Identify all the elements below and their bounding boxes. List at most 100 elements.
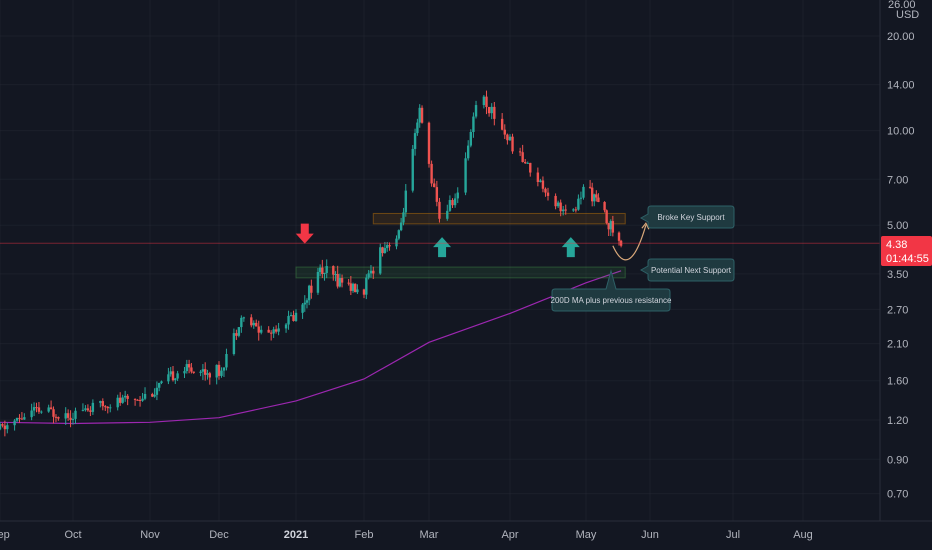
arrow-down-icon — [295, 223, 314, 244]
candles — [0, 90, 623, 437]
ma-line — [0, 270, 622, 425]
time-tick-label: May — [576, 529, 597, 541]
candle-body — [332, 266, 335, 275]
candle-body — [30, 410, 33, 418]
arrow-up-icon — [561, 237, 580, 258]
candle-body — [362, 289, 366, 295]
candle-body — [404, 190, 407, 213]
candle-body — [185, 364, 188, 372]
candle-body — [118, 397, 122, 403]
last-price-value: 4.38 — [886, 239, 907, 251]
callout-label: Broke Key Support — [657, 213, 725, 222]
price-tick-label-partial: 26.00 — [888, 0, 916, 11]
candle-body — [151, 394, 154, 397]
candle-body — [521, 152, 524, 163]
candle-body — [446, 210, 449, 219]
time-tick-label: Apr — [501, 529, 518, 541]
candle-body — [292, 315, 295, 321]
candle-body — [250, 317, 253, 326]
candle-body — [413, 133, 417, 149]
next-support-zone — [295, 266, 626, 279]
candle-body — [369, 270, 373, 274]
callout-label: Potential Next Support — [651, 266, 732, 275]
candle-body — [524, 162, 527, 164]
candle-body — [242, 317, 246, 319]
candle-body — [595, 194, 598, 198]
candle-body — [15, 417, 19, 421]
candle-body — [201, 369, 205, 372]
candle-body — [383, 248, 387, 254]
callout-box — [551, 269, 671, 312]
candle-body — [356, 289, 359, 293]
candle-body — [316, 271, 320, 293]
candle-body — [303, 302, 306, 305]
candle-body — [433, 183, 436, 188]
candle-body — [158, 382, 161, 388]
candle-body — [456, 192, 459, 199]
candle-body — [171, 371, 175, 381]
time-tick-label: Nov — [140, 529, 160, 541]
candle-body — [217, 364, 221, 376]
candle-body — [133, 398, 137, 400]
candle-body — [572, 209, 575, 211]
candle-body — [611, 221, 615, 233]
candle-body — [160, 381, 163, 383]
candle-body — [192, 371, 195, 373]
candle-body — [84, 408, 87, 410]
price-tick-label: 3.50 — [887, 269, 908, 281]
time-tick-label: 2021 — [284, 529, 308, 541]
candle-body — [199, 371, 202, 373]
price-tick-label: 10.00 — [887, 126, 915, 138]
candle-body — [40, 411, 43, 413]
candle-body — [208, 373, 211, 378]
candle-body — [607, 223, 610, 230]
time-axis[interactable]: Sep Oct Nov Dec 2021 Feb Mar Apr May Jun Jul Aug — [0, 529, 813, 541]
candle-body — [301, 304, 304, 313]
candle-body — [215, 364, 218, 378]
candle-body — [305, 300, 309, 303]
candle-body — [66, 413, 70, 418]
candle-body — [235, 333, 238, 336]
candle-body — [310, 285, 313, 293]
candle-body — [49, 407, 53, 410]
candle-body — [518, 151, 522, 153]
candle-body — [104, 406, 107, 408]
candle-body — [267, 329, 270, 333]
candle-body — [493, 106, 496, 119]
candle-body — [325, 266, 328, 273]
candle-body — [284, 324, 288, 329]
arrow-up-icon — [433, 237, 452, 258]
candle-body — [35, 407, 38, 409]
candle-body — [232, 333, 236, 354]
candle-body — [1, 424, 4, 426]
candle-body — [529, 162, 532, 173]
candle-body — [485, 96, 488, 107]
currency-label: USD — [896, 9, 919, 21]
candle-body — [511, 136, 514, 152]
candle-body — [435, 187, 439, 202]
candle-body — [220, 370, 223, 376]
candle-body — [381, 247, 384, 254]
candle-body — [269, 332, 273, 334]
candle-body — [32, 407, 36, 411]
candle-body — [349, 283, 353, 291]
candle-body — [109, 407, 112, 409]
projection-curve — [612, 222, 650, 261]
candle-body — [472, 116, 475, 133]
candle-body — [307, 285, 311, 301]
price-tick-label: 1.20 — [887, 415, 908, 427]
candle-body — [13, 420, 16, 426]
candle-body — [294, 312, 298, 321]
candle-body — [47, 407, 50, 412]
candle-body — [487, 106, 491, 114]
price-tick-label: 2.70 — [887, 304, 908, 316]
price-axis[interactable]: 26.00 USD 0.70 0.90 1.20 1.60 2.10 2.70 3.50 5.… — [887, 0, 919, 501]
key-support-zone — [372, 212, 626, 225]
candle-body — [167, 374, 170, 382]
candle-body — [451, 200, 454, 206]
candle-body — [126, 395, 129, 399]
candle-body — [71, 418, 75, 420]
candle-body — [37, 407, 41, 412]
candle-body — [490, 106, 493, 114]
